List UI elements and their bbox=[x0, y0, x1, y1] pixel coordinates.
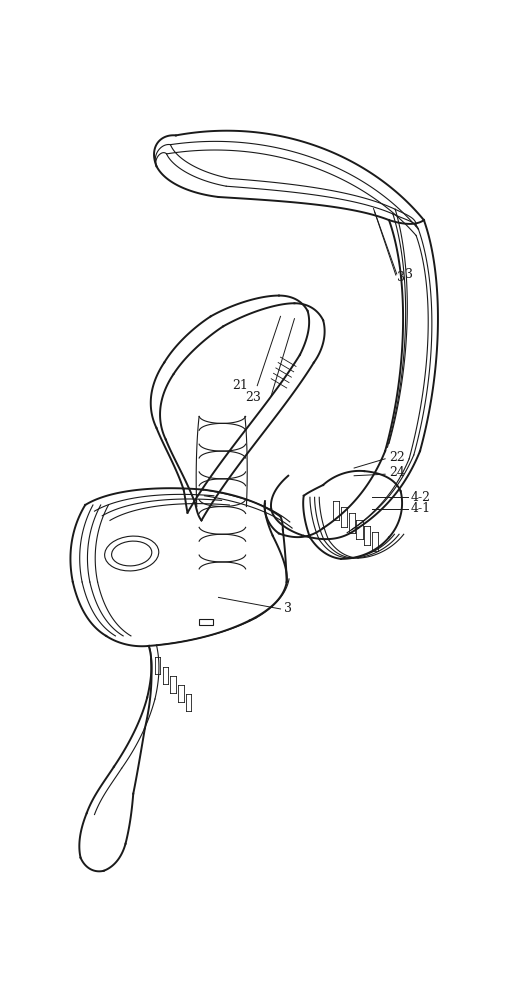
Text: 4-2: 4-2 bbox=[410, 491, 431, 504]
Text: 3: 3 bbox=[397, 271, 405, 284]
Text: 24: 24 bbox=[389, 466, 405, 479]
Text: 21: 21 bbox=[232, 379, 248, 392]
Text: 23: 23 bbox=[245, 391, 261, 404]
Text: 22: 22 bbox=[389, 451, 405, 464]
Ellipse shape bbox=[105, 536, 159, 571]
Text: 3: 3 bbox=[404, 267, 412, 280]
Text: 3: 3 bbox=[284, 602, 293, 615]
Text: 4-1: 4-1 bbox=[410, 502, 431, 515]
FancyBboxPatch shape bbox=[199, 619, 213, 625]
Ellipse shape bbox=[112, 541, 152, 566]
